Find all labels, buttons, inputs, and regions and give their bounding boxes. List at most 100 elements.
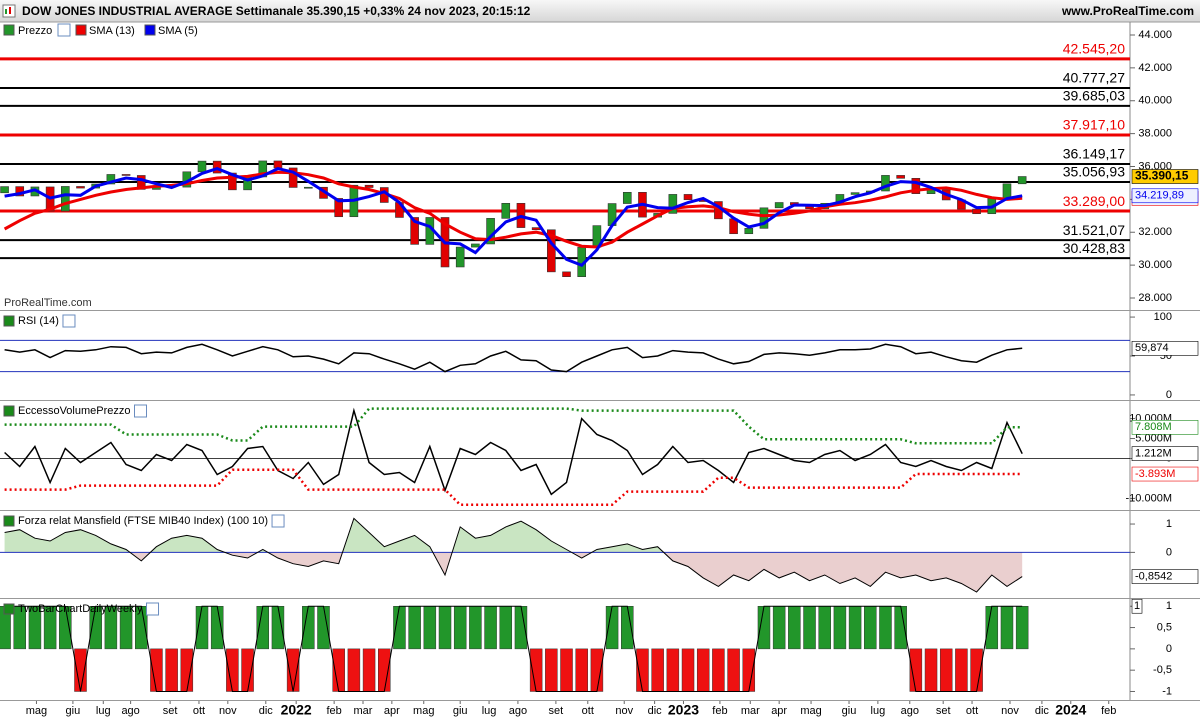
candle xyxy=(364,184,374,188)
price-level-label: 36.149,17 xyxy=(1063,146,1125,162)
y-tick-label: 0,5 xyxy=(1157,621,1172,633)
band-line xyxy=(4,468,1023,507)
panel-title: Forza relat Mansfield (FTSE MIB40 Index)… xyxy=(18,515,268,527)
settings-icon[interactable] xyxy=(62,314,76,328)
candle xyxy=(121,174,131,176)
band-line xyxy=(4,407,1023,445)
chart-title: DOW JONES INDUSTRIAL AVERAGE Settimanale… xyxy=(22,4,531,18)
site-name: www.ProRealTime.com xyxy=(1061,4,1194,18)
y-tick-label: 38.000 xyxy=(1138,128,1172,140)
x-tick-label: apr xyxy=(771,705,787,717)
x-tick-label: apr xyxy=(384,705,400,717)
candle xyxy=(106,174,116,185)
x-tick-label: ott xyxy=(582,705,594,717)
settings-icon[interactable] xyxy=(146,602,160,616)
sma-line xyxy=(4,167,1023,268)
watermark: ProRealTime.com xyxy=(4,297,92,309)
value-badge-label: -0,8542 xyxy=(1135,570,1172,582)
x-tick-label: nov xyxy=(219,705,237,717)
price-level-label: 33.289,00 xyxy=(1063,193,1125,209)
y-tick-label: 40.000 xyxy=(1138,95,1172,107)
y-tick-label: -0,5 xyxy=(1153,664,1172,676)
bar xyxy=(499,605,513,650)
y-tick-label: 0 xyxy=(1166,546,1172,558)
candle xyxy=(850,192,860,195)
x-tick-label: giu xyxy=(453,705,468,717)
area-positive xyxy=(4,518,664,553)
y-tick-label: 1 xyxy=(1166,600,1172,612)
candle xyxy=(471,243,480,248)
x-tick-label: set xyxy=(163,705,178,717)
y-tick-label: 100 xyxy=(1154,311,1172,323)
x-tick-label: nov xyxy=(1001,705,1019,717)
x-tick-label: ott xyxy=(966,705,978,717)
y-tick-label: 28.000 xyxy=(1138,292,1172,304)
candle xyxy=(972,208,981,215)
bar xyxy=(545,648,558,692)
value-badge-label: 1.212M xyxy=(1135,448,1172,460)
x-tick-label: mag xyxy=(413,705,434,717)
panel-title: TwoBarChartDailyWeekly xyxy=(18,603,143,615)
bar xyxy=(1015,605,1029,650)
bar xyxy=(423,605,437,650)
settings-icon[interactable] xyxy=(271,514,285,528)
value-badge-label: 34.219,89 xyxy=(1135,190,1184,202)
settings-icon[interactable] xyxy=(134,404,147,418)
bar xyxy=(438,605,452,650)
bar xyxy=(696,648,710,692)
bar xyxy=(666,648,680,692)
x-tick-label: ott xyxy=(193,705,205,717)
bar xyxy=(712,648,725,692)
value-badge xyxy=(1131,420,1199,435)
legend-label[interactable]: Prezzo xyxy=(18,25,52,37)
bar xyxy=(727,648,740,692)
bar xyxy=(879,605,892,650)
price-level-label: 40.777,27 xyxy=(1063,70,1125,86)
candle xyxy=(197,160,207,173)
x-tick-label: 2023 xyxy=(668,702,699,718)
candle xyxy=(288,167,298,188)
legend-swatch xyxy=(3,24,15,36)
bar xyxy=(347,648,361,692)
x-tick-label: dic xyxy=(259,705,274,717)
candle xyxy=(1017,176,1027,185)
x-tick-label: giu xyxy=(66,705,81,717)
legend-swatch xyxy=(144,24,156,36)
settings-icon[interactable] xyxy=(57,23,71,37)
x-tick-label: mar xyxy=(354,705,373,717)
bar xyxy=(469,605,482,650)
bar xyxy=(453,605,467,650)
value-badge xyxy=(1131,569,1199,584)
header-bar xyxy=(0,0,1200,22)
legend-swatch xyxy=(75,24,87,36)
candle xyxy=(304,186,313,189)
candle xyxy=(76,186,85,189)
bar xyxy=(681,648,695,692)
value-badge xyxy=(1131,466,1199,482)
indicator-line xyxy=(4,407,1023,496)
price-level-label: 37.917,10 xyxy=(1063,117,1125,133)
value-badge xyxy=(1131,188,1199,204)
indicator-line xyxy=(4,343,1023,373)
y-tick-label: 32.000 xyxy=(1138,226,1172,238)
value-badge xyxy=(1131,341,1199,356)
candle xyxy=(228,172,237,191)
candle xyxy=(881,175,890,192)
panel-title: RSI (14) xyxy=(18,315,59,327)
legend-label[interactable]: SMA (13) xyxy=(89,25,135,37)
candle xyxy=(622,192,632,204)
x-tick-label: feb xyxy=(1101,705,1116,717)
legend-label[interactable]: SMA (5) xyxy=(158,25,198,37)
bar xyxy=(560,648,573,692)
x-tick-label: 2024 xyxy=(1055,702,1086,718)
x-tick-label: ago xyxy=(121,705,139,717)
bar xyxy=(818,605,831,650)
price-level-label: 35.056,93 xyxy=(1063,164,1125,180)
x-tick-label: feb xyxy=(712,705,727,717)
bar xyxy=(955,648,968,692)
candle xyxy=(896,175,905,179)
value-badge-label: 1 xyxy=(1134,600,1140,612)
candle xyxy=(759,207,769,229)
